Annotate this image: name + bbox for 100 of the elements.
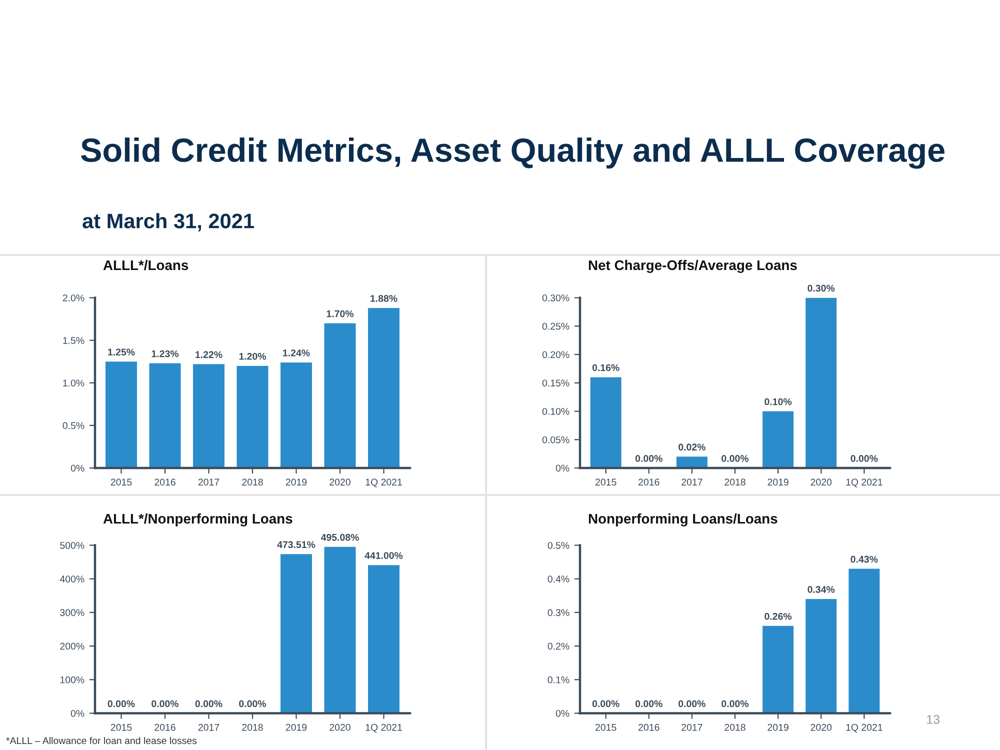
y-tick-label: 100% <box>60 676 84 684</box>
data-label: 0.16% <box>592 364 620 372</box>
x-tick-label: 2020 <box>330 724 350 731</box>
y-tick-label: 0.30% <box>542 294 570 302</box>
bar <box>806 298 837 468</box>
x-tick-label: 2018 <box>242 724 263 731</box>
data-label: 0.00% <box>678 700 706 708</box>
y-tick-label: 0.05% <box>542 436 570 444</box>
data-label: 1.22% <box>196 351 222 358</box>
x-tick-label: 1Q 2021 <box>846 724 882 733</box>
y-tick-label: 1.5% <box>63 337 84 344</box>
text: 13 <box>927 715 940 724</box>
y-tick-label: 0.1% <box>548 676 570 684</box>
bar <box>324 323 356 468</box>
y-tick-label: 0.25% <box>542 322 570 330</box>
y-tick-label: 0.10% <box>542 408 570 415</box>
bar <box>848 568 880 714</box>
bar <box>149 363 181 468</box>
data-label: 1.25% <box>108 348 135 356</box>
y-tick-label: 2.0% <box>62 294 84 302</box>
y-tick-label: 0% <box>556 710 570 717</box>
x-tick-label: 1Q 2021 <box>366 478 402 488</box>
x-tick-label: 2015 <box>596 724 616 731</box>
data-label: 0.00% <box>195 700 222 708</box>
data-label: 1.88% <box>370 294 398 302</box>
x-tick-label: 2017 <box>682 724 702 731</box>
data-label: 0.43% <box>850 556 878 563</box>
data-label: 1.70% <box>326 310 354 318</box>
y-tick-label: 0.5% <box>548 542 570 549</box>
bar <box>762 411 794 468</box>
bar <box>236 366 268 468</box>
data-label: 1.23% <box>152 350 179 358</box>
chart-title: ALLL*/Loans <box>103 260 188 270</box>
y-tick-label: 400% <box>60 576 84 582</box>
y-tick-label: 0.4% <box>548 576 570 582</box>
x-tick-label: 2017 <box>198 724 220 731</box>
x-tick-label: 2016 <box>638 724 660 731</box>
y-tick-label: 0% <box>70 464 84 472</box>
y-tick-label: 0.15% <box>542 380 570 386</box>
data-label: 0.02% <box>678 444 706 451</box>
y-tick-label: 0% <box>556 464 570 472</box>
data-label: 0.10% <box>764 398 792 406</box>
x-tick-label: 2018 <box>724 724 746 731</box>
y-tick-label: 500% <box>60 542 84 549</box>
x-tick-label: 2020 <box>330 478 350 486</box>
data-label: 0.00% <box>722 700 749 708</box>
x-tick-label: 2016 <box>154 478 176 486</box>
text: Solid Credit Metrics, Asset Quality and ALLL Coverage <box>80 138 944 169</box>
bar <box>368 308 400 468</box>
y-tick-label: 200% <box>60 642 84 650</box>
data-label: 0.00% <box>722 455 749 462</box>
data-label: 0.00% <box>108 700 135 708</box>
data-label: 0.00% <box>152 700 179 708</box>
bar <box>806 599 837 714</box>
x-tick-label: 2015 <box>110 724 132 731</box>
chart-title: Net Charge-Offs/Average Loans <box>588 260 797 273</box>
x-tick-label: 2020 <box>810 478 832 486</box>
data-label: 0.00% <box>635 455 662 462</box>
x-tick-label: 2017 <box>198 478 220 486</box>
x-tick-label: 1Q 2021 <box>846 478 882 488</box>
data-label: 0.00% <box>635 700 662 708</box>
data-label: 441.00% <box>364 552 403 559</box>
y-tick-label: 0.2% <box>548 642 570 650</box>
text: *ALLL – Allowance for loan and lease losses <box>6 736 197 744</box>
bar <box>280 362 312 468</box>
x-tick-label: 2019 <box>768 478 788 486</box>
data-label: 0.00% <box>850 455 878 462</box>
y-tick-label: 1.0% <box>63 380 84 386</box>
data-label: 1.24% <box>283 349 310 356</box>
bar <box>590 377 622 468</box>
x-tick-label: 2019 <box>286 478 307 486</box>
bar <box>762 626 794 714</box>
chart-title: ALLL*/Nonperforming Loans <box>103 513 292 526</box>
y-tick-label: 0.20% <box>542 351 570 358</box>
x-tick-label: 2018 <box>242 478 263 486</box>
data-label: 473.51% <box>277 541 316 548</box>
data-label: 0.00% <box>592 700 620 708</box>
x-tick-label: 2019 <box>286 724 307 731</box>
data-label: 0.30% <box>808 284 835 292</box>
data-label: 1.20% <box>239 352 266 360</box>
x-tick-label: 2019 <box>768 724 788 731</box>
text: at March 31, 2021 <box>82 213 254 232</box>
data-label: 0.34% <box>808 586 835 593</box>
x-tick-label: 1Q 2021 <box>366 724 402 733</box>
x-tick-label: 2015 <box>596 478 616 486</box>
x-tick-label: 2018 <box>724 478 746 486</box>
data-label: 0.26% <box>764 612 792 620</box>
bar <box>106 362 137 468</box>
x-tick-label: 2016 <box>638 478 660 486</box>
x-tick-label: 2017 <box>682 478 702 486</box>
data-label: 0.00% <box>239 700 266 708</box>
x-tick-label: 2016 <box>154 724 176 731</box>
y-tick-label: 0% <box>70 710 84 717</box>
x-tick-label: 2015 <box>110 478 132 486</box>
y-tick-label: 0.5% <box>62 422 84 430</box>
chart-title: Nonperforming Loans/Loans <box>588 513 778 526</box>
bar <box>676 456 708 468</box>
bar <box>193 364 224 468</box>
y-tick-label: 0.3% <box>548 609 570 616</box>
data-label: 495.08% <box>320 534 359 541</box>
